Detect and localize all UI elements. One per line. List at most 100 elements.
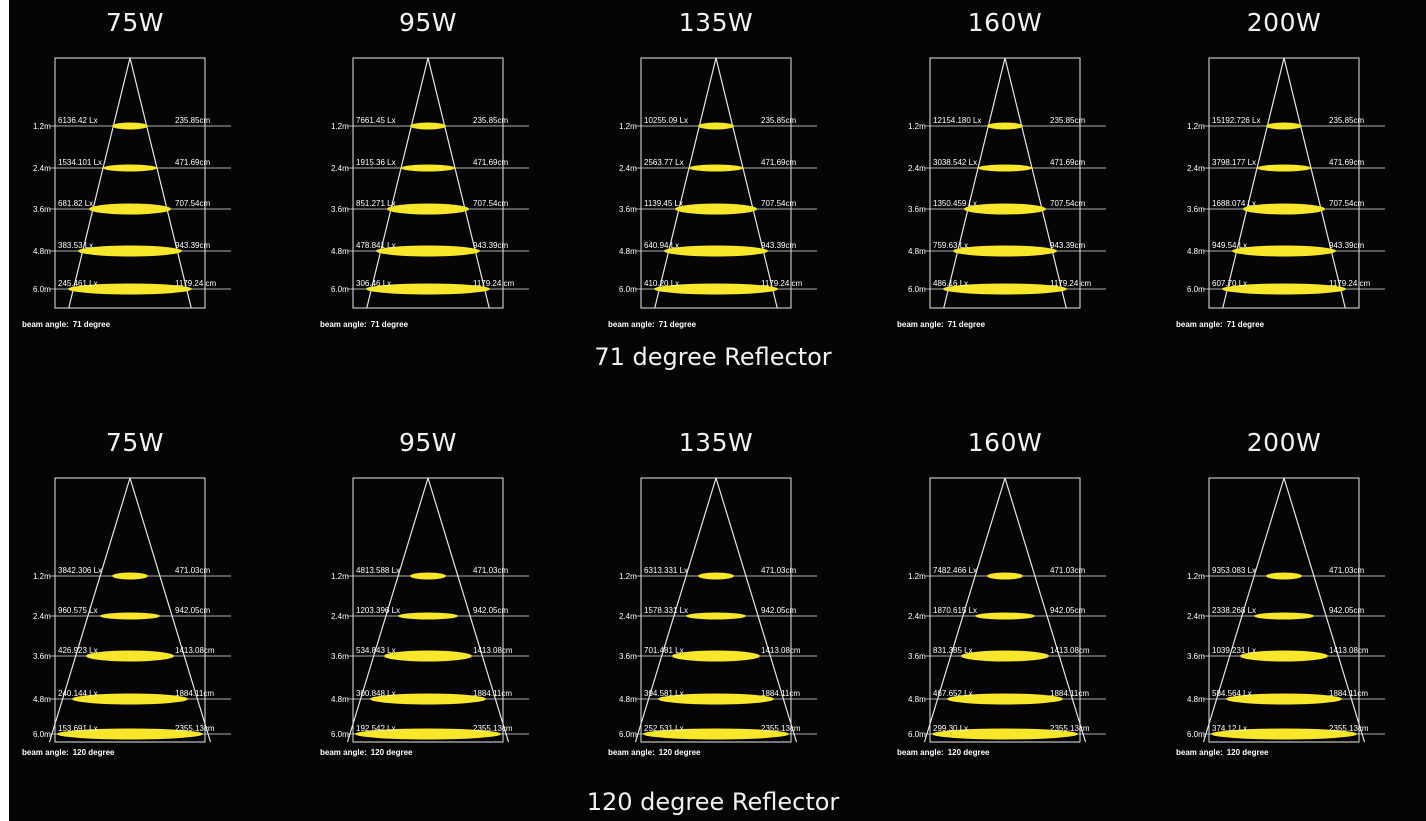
height-label: 2.4m [33,612,51,621]
height-label: 2.4m [331,612,349,621]
illuminance-label: 374.12 Lx [1212,724,1247,733]
illuminance-label: 7482.466 Lx [933,566,977,575]
beam-edge-right [715,57,778,309]
lux-panel: 95W 1.2m 4813.588 Lx 471.03cm 2.4m 1203.396 L… [298,428,558,788]
spot-diameter-label: 1179.24 cm [761,279,803,288]
beam-angle-label: beam angle: [320,320,367,329]
height-label: 4.8m [331,695,349,704]
beam-angle-label: beam angle: [897,320,944,329]
wattage-title: 75W [105,428,165,457]
spot-diameter-label: 1413.08cm [1329,646,1369,655]
spot-diameter-label: 707.54cm [175,199,210,208]
wattage-title: 200W [1246,428,1322,457]
spot-diameter-label: 942.05cm [761,606,796,615]
illuminance-label: 9353.083 Lx [1212,566,1256,575]
illuminance-label: 1139.45 Lx [644,199,683,208]
beam-cone-diagram: 1.2m 6136.42 Lx 235.85cm 2.4m 1534.101 Lx 471… [33,57,231,309]
lux-panel: 95W 1.2m 7661.45 Lx 235.85cm 2.4m 1915.36 Lx 4… [298,8,558,338]
light-spot [1211,728,1357,740]
height-label: 3.6m [619,205,637,214]
beam-edge-right [129,477,212,743]
light-spot [698,122,734,130]
light-spot [410,572,446,580]
light-spot [1254,612,1314,620]
height-label: 1.2m [619,122,637,131]
spot-diameter-label: 2355.13cm [473,724,513,733]
beam-edge-left [366,57,429,309]
height-label: 2.4m [908,164,926,173]
lux-panel: 135W 1.2m 10255.09 Lx 235.85cm 2.4m 2563.77 L… [586,8,846,338]
light-spot [1240,650,1328,662]
beam-edge-right [1283,57,1346,309]
light-spot [978,164,1032,172]
beam-edge-right [1004,477,1087,743]
light-spot [57,728,203,740]
illuminance-label: 584.564 Lx [1212,689,1252,698]
lux-panel: 135W 1.2m 6313.331 Lx 471.03cm 2.4m 1578.331 … [586,428,846,788]
height-label: 1.2m [619,572,637,581]
spot-diameter-label: 1179.24 cm [1050,279,1092,288]
beam-angle-label: beam angle: [320,748,367,757]
beam-angle-label: beam angle: [1176,320,1223,329]
illuminance-label: 245.461 Lx [58,279,98,288]
light-spot [68,283,192,295]
spot-diameter-label: 471.03cm [175,566,210,575]
light-spot [387,203,469,215]
illuminance-label: 153.691 Lx [58,724,98,733]
height-label: 2.4m [331,164,349,173]
light-spot [100,612,160,620]
light-spot [987,572,1023,580]
lux-panel: 75W 1.2m 3842.306 Lx 471.03cm 2.4m 960.575 Lx… [0,428,260,788]
spot-diameter-label: 235.85cm [1329,116,1364,125]
spot-diameter-label: 1413.08cm [1050,646,1090,655]
height-label: 6.0m [619,730,637,739]
height-label: 3.6m [331,205,349,214]
beam-edge-left [1222,57,1285,309]
spot-diameter-label: 2355.13cm [1050,724,1090,733]
light-spot [103,164,157,172]
beam-angle-label: beam angle: [608,748,655,757]
light-spot [964,203,1046,215]
illuminance-label: 1870.615 Lx [933,606,977,615]
beam-edge-left [923,477,1006,743]
light-spot [112,572,148,580]
illuminance-label: 240.144 Lx [58,689,98,698]
spot-diameter-label: 235.85cm [1050,116,1085,125]
light-spot [987,122,1023,130]
beam-edge-right [715,477,798,743]
spot-diameter-label: 943.39cm [175,241,210,250]
spot-diameter-label: 707.54cm [1329,199,1364,208]
light-spot [1257,164,1311,172]
light-spot [698,572,734,580]
light-spot [355,728,501,740]
wattage-title: 95W [398,428,458,457]
light-spot [89,203,171,215]
spot-diameter-label: 2355.13cm [175,724,215,733]
light-spot [932,728,1078,740]
light-spot [398,612,458,620]
illuminance-label: 486.16 Lx [933,279,968,288]
light-spot [366,283,490,295]
height-label: 4.8m [619,247,637,256]
beam-angle-label: beam angle: [1176,748,1223,757]
height-label: 6.0m [908,285,926,294]
illuminance-label: 1350.459 Lx [933,199,977,208]
height-label: 4.8m [908,247,926,256]
beam-angle-note: beam angle: 71 degree [320,320,408,329]
height-label: 1.2m [331,122,349,131]
beam-angle-label: beam angle: [22,320,69,329]
wattage-title: 95W [398,8,458,37]
spot-diameter-label: 471.03cm [1329,566,1364,575]
beam-angle-value: 71 degree [72,320,111,329]
illuminance-label: 467.652 Lx [933,689,973,698]
beam-angle-note: beam angle: 120 degree [22,748,115,757]
height-label: 6.0m [619,285,637,294]
spot-diameter-label: 471.69cm [473,158,508,167]
height-label: 1.2m [908,122,926,131]
light-spot [401,164,455,172]
spot-diameter-label: 235.85cm [175,116,210,125]
light-spot [643,728,789,740]
beam-angle-value: 120 degree [72,748,115,757]
beam-angle-value: 71 degree [947,320,986,329]
height-label: 4.8m [33,247,51,256]
